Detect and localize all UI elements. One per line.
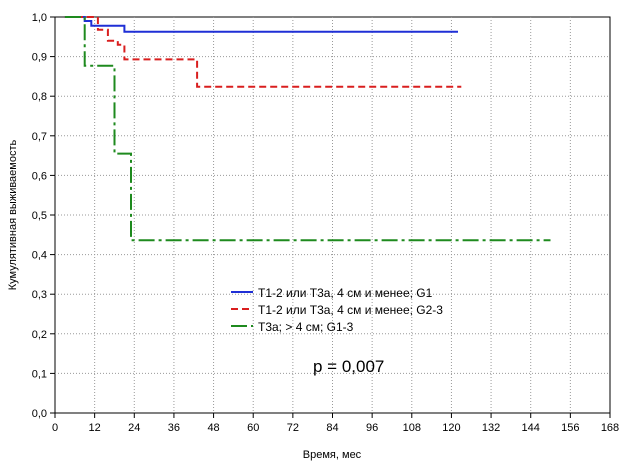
- y-tick-label: 0,0: [32, 408, 47, 420]
- x-tick-label: 156: [561, 422, 579, 434]
- y-tick-label: 0,2: [32, 329, 47, 341]
- x-axis-label: Время, мес: [303, 449, 362, 461]
- y-tick-label: 0,5: [32, 210, 47, 222]
- y-tick-label: 0,9: [32, 52, 47, 64]
- x-tick-label: 48: [207, 422, 219, 434]
- grid: [55, 17, 610, 413]
- legend: T1-2 или T3a, 4 см и менее; G1 T1-2 или T…: [231, 286, 443, 334]
- series-line-3: [64, 16, 551, 242]
- x-tick-label: 120: [442, 422, 460, 434]
- y-tick-label: 0,7: [32, 131, 47, 143]
- legend-label: T1-2 или T3a, 4 см и менее; G2-3: [258, 303, 443, 317]
- series-lines: [64, 16, 551, 242]
- x-tick-label: 36: [168, 422, 180, 434]
- y-tick-label: 1,0: [32, 12, 47, 24]
- x-tick-label: 168: [601, 422, 619, 434]
- x-tick-label: 144: [522, 422, 540, 434]
- x-tick-label: 0: [52, 422, 58, 434]
- y-tick-label: 0,4: [32, 250, 47, 262]
- y-axis-ticks: 0,0 0,1 0,2 0,3 0,4 0,5 0,6 0,7 0,8 0,9 1,0: [32, 12, 55, 420]
- series-line-2: [64, 16, 462, 88]
- x-tick-label: 72: [287, 422, 299, 434]
- y-tick-label: 0,6: [32, 170, 47, 182]
- x-tick-label: 60: [247, 422, 259, 434]
- x-tick-label: 12: [89, 422, 101, 434]
- x-tick-label: 84: [326, 422, 338, 434]
- x-tick-label: 132: [482, 422, 500, 434]
- y-axis-label: Кумулятивная выживаемость: [7, 139, 19, 290]
- x-axis-ticks: 0 12 24 36 48 60 72 84 96 108 120 132 144 156 168: [52, 413, 619, 434]
- x-tick-label: 108: [403, 422, 421, 434]
- x-tick-label: 24: [128, 422, 140, 434]
- annotation-p-value: p = 0,007: [313, 357, 384, 376]
- legend-label: T1-2 или T3a, 4 см и менее; G1: [258, 286, 433, 300]
- x-tick-label: 96: [366, 422, 378, 434]
- y-tick-label: 0,1: [32, 368, 47, 380]
- y-tick-label: 0,3: [32, 289, 47, 301]
- y-tick-label: 0,8: [32, 91, 47, 103]
- legend-label: T3a; > 4 см; G1-3: [258, 320, 354, 334]
